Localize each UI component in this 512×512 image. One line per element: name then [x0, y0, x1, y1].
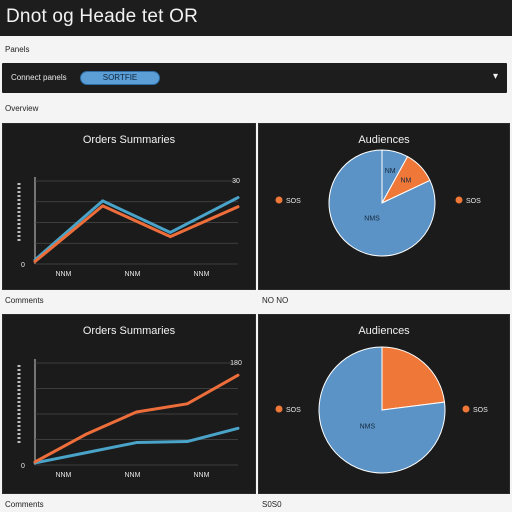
legend-dot	[275, 405, 283, 413]
orders-line-chart: 0 30 NNM NNM NNM	[17, 177, 240, 278]
x-tick-label: NNM	[55, 472, 71, 479]
section-label-panels: Panels	[5, 45, 30, 54]
panel-caption: NO NO	[262, 296, 289, 305]
top-marker-label: 30	[232, 178, 240, 185]
orders-chart-panel-1: Orders Summaries 0 30 NNM NNM NNM	[2, 123, 256, 290]
pie-slice-label: NM	[401, 178, 412, 185]
toolbar-label: Connect panels	[11, 73, 67, 82]
filter-pill-button[interactable]: SORTFIE	[80, 71, 160, 85]
panel-caption: S0S0	[262, 500, 282, 509]
y-tick-label: 0	[21, 262, 25, 269]
pie-slice-3	[328, 149, 436, 257]
title-bar: Dnot og Heade tet OR	[0, 0, 512, 36]
window-title: Dnot og Heade tet OR	[6, 6, 198, 27]
legend-label-left: SOS	[286, 198, 301, 205]
toolbar: Connect panels SORTFIE ▾	[2, 63, 507, 93]
series-line-2	[33, 204, 240, 264]
legend-label-right: SOS	[473, 407, 488, 414]
x-tick-label: NNM	[55, 271, 71, 278]
pie-slice-2	[318, 346, 446, 474]
pie-slice-label: NM	[385, 168, 396, 175]
pie-slice-label: NMS	[360, 424, 376, 431]
series-line-1	[33, 426, 240, 465]
legend-label-left: SOS	[286, 407, 301, 414]
panel-caption: Comments	[5, 500, 44, 509]
series-line-2	[33, 373, 240, 464]
panel-caption: Comments	[5, 296, 44, 305]
section-label-overview: Overview	[5, 104, 39, 113]
chart-title: Audiences	[358, 134, 410, 146]
legend-dot	[455, 196, 463, 204]
audience-pie-chart: NMS SOS SOS	[275, 346, 488, 474]
x-tick-label: NNM	[124, 472, 140, 479]
x-tick-label: NNM	[124, 271, 140, 278]
x-tick-label: NNM	[193, 472, 209, 479]
x-tick-label: NNM	[193, 271, 209, 278]
y-tick-label: 0	[21, 463, 25, 470]
chart-title: Audiences	[358, 325, 410, 337]
legend-label-right: SOS	[466, 198, 481, 205]
chevron-down-icon[interactable]: ▾	[492, 71, 498, 82]
audience-chart-panel-2: Audiences NMS SOS SOS	[258, 314, 510, 494]
orders-chart-panel-2: Orders Summaries 0 180 NNM NNM NNM	[2, 314, 256, 494]
audience-chart-panel-1: Audiences NM NM NMS SOS SOS	[258, 123, 510, 290]
chart-title: Orders Summaries	[82, 325, 176, 337]
top-marker-label: 180	[230, 360, 242, 367]
chart-title: Orders Summaries	[82, 134, 176, 146]
orders-line-chart: 0 180 NNM NNM NNM	[17, 359, 242, 479]
series-line-1	[33, 196, 240, 262]
pie-slice-1	[381, 346, 446, 411]
audience-pie-chart: NM NM NMS SOS SOS	[275, 149, 481, 257]
legend-dot	[275, 196, 283, 204]
pie-slice-label: NMS	[364, 216, 380, 223]
legend-dot	[462, 405, 470, 413]
